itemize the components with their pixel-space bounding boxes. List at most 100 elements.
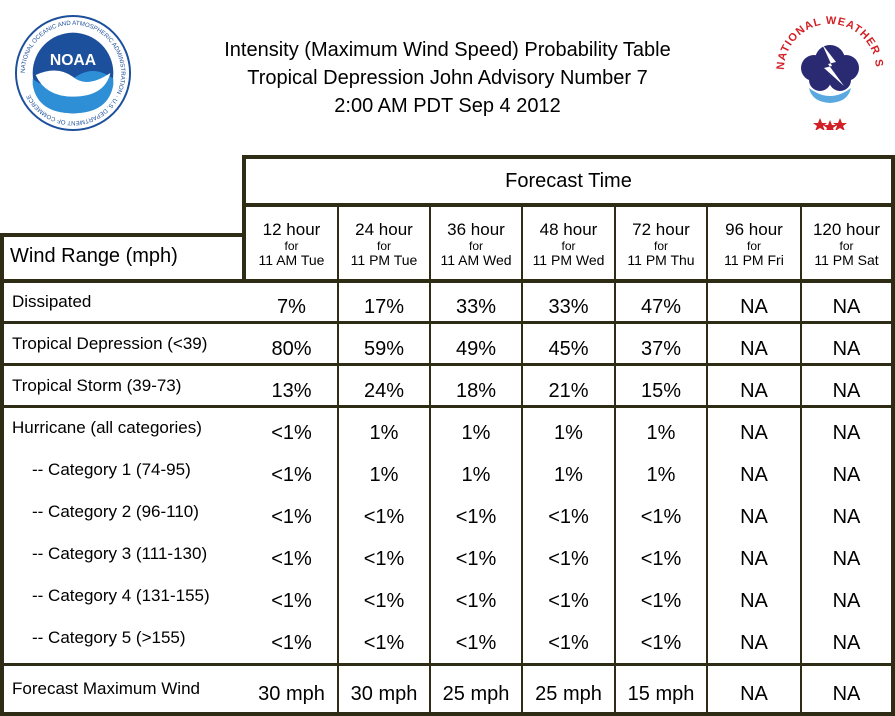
table-cell: 59% bbox=[363, 338, 405, 360]
forecast-time-header: Forecast Time bbox=[505, 169, 632, 192]
table-cell: NA bbox=[832, 296, 861, 318]
table-cell: NA bbox=[832, 548, 861, 570]
column-for: for bbox=[839, 239, 854, 253]
column-header: 72 hour for 11 PM Thu bbox=[616, 220, 706, 268]
table-cell: <1% bbox=[548, 632, 589, 654]
row-label: -- Category 5 (>155) bbox=[32, 628, 186, 647]
column-for: for bbox=[376, 239, 391, 253]
border bbox=[242, 203, 895, 207]
table-cell: NA bbox=[832, 506, 861, 528]
table-cell: <1% bbox=[548, 548, 589, 570]
table-cell: 1% bbox=[461, 464, 491, 486]
table-cell: NA bbox=[740, 590, 768, 612]
column-hour: 48 hour bbox=[539, 220, 598, 239]
column-for: for bbox=[284, 239, 299, 253]
row-label: -- Category 2 (96-110) bbox=[32, 502, 199, 521]
table-cell: NA bbox=[832, 683, 861, 705]
table-cell: 7% bbox=[277, 296, 306, 318]
table-cell: 1% bbox=[369, 422, 399, 444]
column-time: 11 PM Tue bbox=[350, 252, 418, 268]
title-line-3: 2:00 AM PDT Sep 4 2012 bbox=[334, 95, 561, 117]
column-time: 11 AM Wed bbox=[440, 252, 512, 268]
table-cell: 1% bbox=[646, 464, 676, 486]
border bbox=[0, 405, 895, 408]
column-for: for bbox=[746, 239, 761, 253]
table-cell: NA bbox=[740, 338, 768, 360]
table-cell: 49% bbox=[455, 338, 497, 360]
table-cell: NA bbox=[832, 590, 861, 612]
table-cell: 15 mph bbox=[627, 683, 695, 705]
table-cell: 1% bbox=[369, 464, 399, 486]
border bbox=[521, 205, 523, 716]
table-cell: NA bbox=[740, 296, 768, 318]
table-cell: 80% bbox=[271, 338, 312, 360]
table-cell: 18% bbox=[455, 380, 497, 402]
table-cell: 37% bbox=[640, 338, 682, 360]
column-header: 48 hour for 11 PM Wed bbox=[523, 220, 614, 268]
table-cell: <1% bbox=[363, 548, 405, 570]
table-cell: 25 mph bbox=[442, 683, 510, 705]
row-label: Dissipated bbox=[12, 292, 92, 311]
table-cell: <1% bbox=[363, 590, 405, 612]
table-cell: NA bbox=[740, 422, 768, 444]
table-cell: 45% bbox=[548, 338, 589, 360]
column-hour: 72 hour bbox=[632, 220, 690, 239]
border bbox=[614, 205, 616, 716]
table-cell: <1% bbox=[271, 464, 312, 486]
table-cell: 17% bbox=[363, 296, 405, 318]
border bbox=[0, 363, 895, 366]
column-hour: 12 hour bbox=[262, 220, 321, 239]
row-label: -- Category 4 (131-155) bbox=[32, 586, 210, 605]
table-cell: NA bbox=[832, 422, 861, 444]
noaa-logo-icon: NOAA NATIONAL OCEANIC AND ATMOSPHERIC AD… bbox=[14, 14, 132, 132]
table-cell: NA bbox=[832, 380, 861, 402]
table-cell: NA bbox=[832, 632, 861, 654]
row-label: Forecast Maximum Wind bbox=[12, 679, 200, 698]
border bbox=[0, 279, 895, 283]
table-cell: 25 mph bbox=[535, 683, 602, 705]
table-cell: 15% bbox=[640, 380, 682, 402]
table-cell: NA bbox=[832, 464, 861, 486]
table-cell: <1% bbox=[455, 632, 497, 654]
border bbox=[800, 205, 802, 716]
border bbox=[429, 205, 431, 716]
wind-range-header: Wind Range (mph) bbox=[10, 245, 178, 267]
column-time: 11 AM Tue bbox=[258, 252, 325, 268]
table-cell: <1% bbox=[271, 422, 312, 444]
table-cell: 24% bbox=[363, 380, 405, 402]
column-time: 11 PM Thu bbox=[627, 252, 695, 268]
table-cell: <1% bbox=[548, 590, 589, 612]
column-header: 12 hour for 11 AM Tue bbox=[246, 220, 337, 268]
table-cell: <1% bbox=[455, 506, 497, 528]
border bbox=[0, 712, 895, 716]
row-label: -- Category 3 (111-130) bbox=[32, 544, 208, 563]
row-label: Tropical Storm (39-73) bbox=[12, 376, 182, 395]
column-for: for bbox=[653, 239, 668, 253]
border bbox=[0, 233, 4, 716]
nws-logo-icon: NATIONAL WEATHER SERVICE bbox=[774, 10, 884, 130]
table-cell: <1% bbox=[640, 590, 682, 612]
table-cell: 47% bbox=[640, 296, 682, 318]
table-cell: 1% bbox=[554, 422, 583, 444]
column-time: 11 PM Fri bbox=[724, 252, 784, 268]
column-for: for bbox=[468, 239, 483, 253]
table-cell: 1% bbox=[461, 422, 491, 444]
title-line-1: Intensity (Maximum Wind Speed) Probabili… bbox=[224, 39, 671, 61]
column-time: 11 PM Sat bbox=[814, 252, 879, 268]
border bbox=[891, 155, 895, 716]
table-cell: NA bbox=[740, 632, 768, 654]
table-cell: <1% bbox=[271, 506, 312, 528]
table-cell: 33% bbox=[455, 296, 497, 318]
row-label: Hurricane (all categories) bbox=[12, 418, 202, 437]
table-cell: 13% bbox=[271, 380, 312, 402]
border bbox=[242, 155, 895, 159]
table-cell: <1% bbox=[640, 632, 682, 654]
column-header: 36 hour for 11 AM Wed bbox=[431, 220, 521, 268]
table-cell: 1% bbox=[554, 464, 583, 486]
table-cell: <1% bbox=[455, 590, 497, 612]
border bbox=[0, 663, 895, 666]
table-cell: NA bbox=[832, 338, 861, 360]
column-hour: 120 hour bbox=[812, 220, 881, 239]
table-cell: <1% bbox=[363, 506, 405, 528]
